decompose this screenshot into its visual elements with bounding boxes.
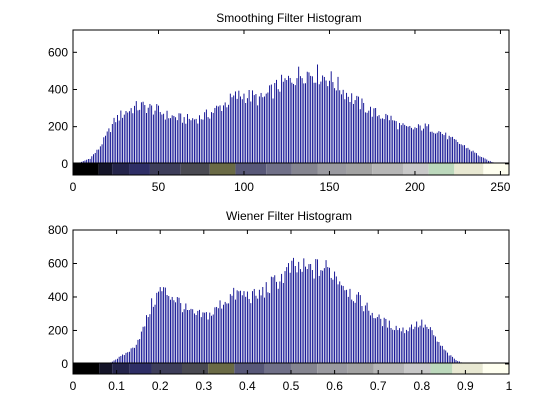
plot-area [73,230,509,374]
colorbar-segment [347,363,374,374]
y-tick-label: 400 [48,290,68,304]
colorbar-segment [182,363,209,374]
x-tick-label: 200 [405,180,425,194]
colorbar-segment [112,163,130,175]
y-tick-label: 0 [61,357,68,371]
plot-area [73,30,509,175]
y-tick-label: 200 [48,323,68,337]
colorbar-segment [402,163,429,175]
colorbar-segment [73,363,100,374]
x-tick-label: 150 [319,180,339,194]
intensity-colorbar [73,362,509,374]
x-tick-label: 50 [152,180,166,194]
x-tick-label: 0.2 [152,379,169,393]
colorbar-segment [129,163,150,175]
x-tick-label: 250 [490,180,510,194]
colorbar-segment [180,163,210,175]
colorbar-segment [373,363,405,374]
x-tick-label: 1 [506,379,513,393]
x-tick-label: 0.5 [283,379,300,393]
colorbar-segment [404,363,431,374]
colorbar-segment [209,163,236,175]
colorbar-segment [428,163,455,175]
axes-frame [72,29,510,176]
colorbar-segment [266,163,292,175]
y-tick-label: 600 [48,256,68,270]
colorbar-segment [317,363,348,374]
x-tick-label: 0.1 [108,379,125,393]
colorbar-segment [372,163,403,175]
colorbar-segment [264,363,291,374]
smoothing-histogram-axes: Smoothing Filter Histogram 0 200 400 600 0 50… [48,11,511,194]
x-tick-label: 0.4 [239,379,256,393]
colorbar-segment [483,163,509,175]
colorbar-segment [291,163,318,175]
y-tick-label: 600 [48,45,68,59]
x-tick-label: 0.9 [457,379,474,393]
colorbar-segment [291,363,318,374]
colorbar-segment [346,163,373,175]
colorbar-segment [112,363,130,374]
colorbar-segment [208,363,235,374]
colorbar-segment [452,363,483,374]
colorbar-segment [99,363,113,374]
wiener-histogram-title: Wiener Filter Histogram [226,209,352,223]
colorbar-segment [149,163,181,175]
colorbar-segment [73,163,99,175]
colorbar-segment [317,163,347,175]
x-tick-label: 0 [70,180,77,194]
x-tick-label: 0.6 [326,379,343,393]
x-tick-label: 0.8 [413,379,430,393]
y-tick-label: 400 [48,82,68,96]
histogram-bars [74,64,508,164]
x-tick-label: 0 [70,379,77,393]
colorbar-segment [430,363,453,374]
wiener-histogram-axes: Wiener Filter Histogram 0 200 400 600 800 0 0.… [48,209,513,393]
colorbar-segment [235,163,267,175]
colorbar-segment [151,363,182,374]
smoothing-histogram-title: Smoothing Filter Histogram [216,11,361,25]
x-tick-label: 0.3 [195,379,212,393]
colorbar-segment [482,363,509,374]
colorbar-segment [454,163,484,175]
x-tick-label: 0.7 [370,379,387,393]
y-tick-label: 200 [48,120,68,134]
colorbar-segment [234,363,265,374]
x-tick-label: 100 [234,180,254,194]
intensity-colorbar [73,162,509,175]
y-tick-label: 800 [48,223,68,237]
y-tick-label: 0 [61,157,68,171]
colorbar-segment [98,163,113,175]
colorbar-segment [129,363,152,374]
histogram-bars [108,257,465,364]
